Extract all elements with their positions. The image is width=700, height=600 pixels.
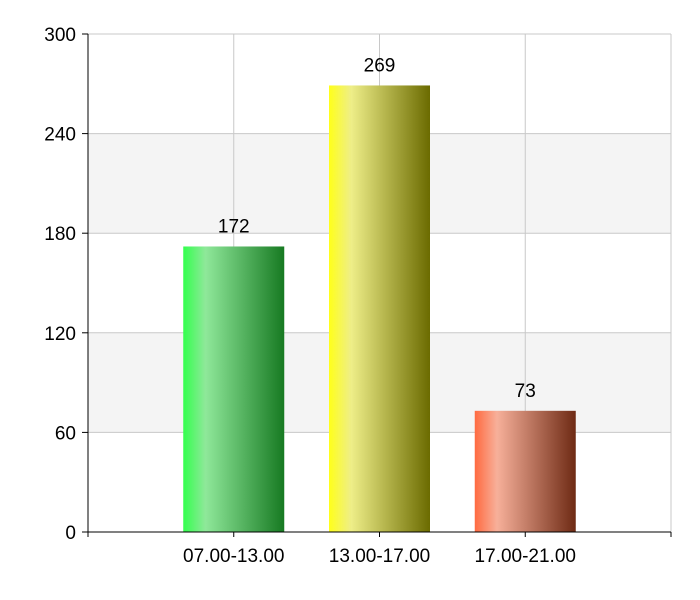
bars	[183, 85, 576, 533]
x-tick-label: 07.00-13.00	[183, 546, 284, 567]
axes	[82, 33, 672, 537]
x-tick-label: 17.00-21.00	[475, 546, 576, 567]
y-tick-label: 180	[44, 224, 76, 245]
bar-07.00-13.00	[183, 246, 285, 533]
labels: 172 269 73 0 60 120 180 240 300 07.00-13.00 13.00-…	[44, 25, 576, 567]
data-label: 172	[218, 216, 250, 237]
x-tick-label: 13.00-17.00	[329, 546, 430, 567]
y-tick-label: 300	[44, 25, 76, 46]
y-tick-label: 0	[65, 523, 76, 544]
bar-13.00-17.00	[329, 85, 430, 533]
y-tick-label: 240	[44, 125, 76, 146]
data-label: 269	[364, 55, 396, 76]
y-tick-label: 60	[55, 423, 76, 444]
y-tick-label: 120	[44, 324, 76, 345]
bar-17.00-21.00	[474, 410, 576, 532]
data-label: 73	[515, 381, 536, 402]
